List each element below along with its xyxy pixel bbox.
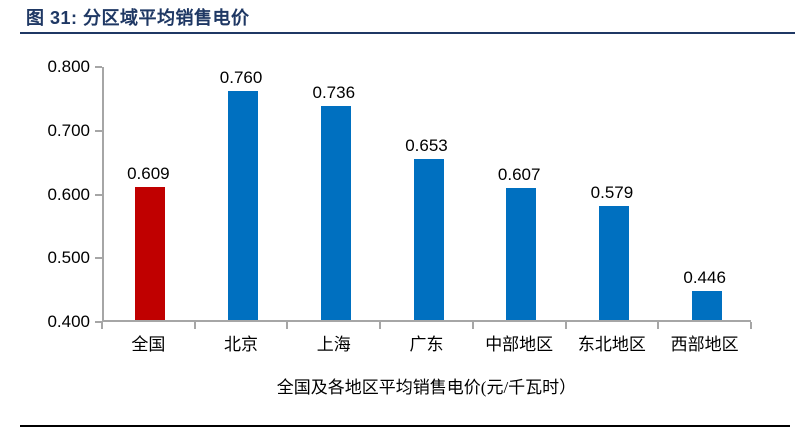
bottom-rule xyxy=(20,425,790,427)
bar-value-label: 0.653 xyxy=(405,135,448,155)
bar-value-label: 0.736 xyxy=(312,82,356,102)
y-axis-tick-label: 0.400 xyxy=(47,312,90,331)
x-axis-caption: 全国及各地区平均销售电价(元/千瓦时） xyxy=(276,378,577,397)
bar-value-label: 0.609 xyxy=(127,163,170,183)
x-axis-category-label: 全国 xyxy=(131,335,166,354)
x-axis-tick-mark xyxy=(101,322,103,329)
bar-广东 xyxy=(413,158,444,320)
bar-北京 xyxy=(228,90,259,320)
y-axis-tick-label: 0.800 xyxy=(47,57,90,76)
x-axis-tick-mark xyxy=(657,322,660,329)
y-axis-tick-mark xyxy=(95,193,102,196)
y-axis-tick-mark xyxy=(95,321,102,323)
x-axis-tick-mark xyxy=(193,322,196,329)
bar-value-label: 0.579 xyxy=(590,182,634,202)
figure-title-text: 分区域平均销售电价 xyxy=(83,8,250,28)
y-axis-tick-label: 0.700 xyxy=(47,120,90,140)
x-axis-category-label: 上海 xyxy=(316,335,351,354)
y-axis-tick-mark xyxy=(95,66,102,68)
y-axis-tick-label: 0.500 xyxy=(47,248,90,268)
bar-全国 xyxy=(135,186,166,320)
y-axis-tick-mark xyxy=(95,257,102,260)
y-axis-tick-label: 0.600 xyxy=(47,184,90,204)
bar-value-label: 0.446 xyxy=(683,267,726,287)
x-axis-tick-mark xyxy=(471,322,474,329)
x-axis-tick-mark xyxy=(750,322,752,329)
figure-label: 图 31: xyxy=(26,8,78,28)
bar-西部地区 xyxy=(691,290,722,320)
figure-title: 图 31: 分区域平均销售电价 xyxy=(22,4,250,30)
bar-中部地区 xyxy=(506,188,537,320)
x-axis-tick-mark xyxy=(379,322,382,329)
bar-上海 xyxy=(320,105,351,320)
x-axis-category-label: 广东 xyxy=(409,335,444,354)
bar-chart-plot-area xyxy=(102,67,751,322)
x-axis-category-label: 东北地区 xyxy=(577,335,646,354)
y-axis-tick-mark xyxy=(95,129,102,132)
title-underline xyxy=(20,32,795,34)
bar-value-label: 0.607 xyxy=(497,165,541,185)
x-axis-tick-mark xyxy=(564,322,567,329)
bar-value-label: 0.760 xyxy=(219,67,263,87)
x-axis-category-label: 西部地区 xyxy=(670,335,739,354)
bar-东北地区 xyxy=(598,205,629,320)
x-axis-category-label: 北京 xyxy=(224,335,259,354)
x-axis-tick-mark xyxy=(286,322,289,329)
x-axis-category-label: 中部地区 xyxy=(485,335,554,354)
